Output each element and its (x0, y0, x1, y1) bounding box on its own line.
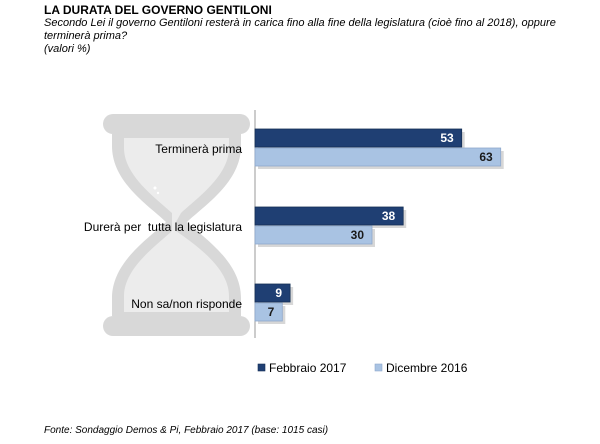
data-label: 9 (275, 286, 282, 300)
bar-dicembre-2016 (254, 225, 373, 245)
legend-label: Febbraio 2017 (269, 361, 347, 375)
bar-dicembre-2016 (254, 302, 283, 322)
units-note: (valori %) (44, 43, 91, 55)
bar-dicembre-2016 (254, 147, 502, 167)
bar-febbraio-2017 (254, 206, 404, 226)
legend-swatch (257, 363, 266, 372)
bar-febbraio-2017 (254, 283, 291, 303)
data-label: 38 (382, 209, 396, 223)
chart-subtitle: Secondo Lei il governo Gentiloni resterà… (44, 17, 556, 42)
category-label: Non sa/non risponde (131, 297, 242, 311)
data-label: 63 (479, 150, 493, 164)
legend-swatch (374, 363, 383, 372)
chart-title: LA DURATA DEL GOVERNO GENTILONI (44, 3, 272, 17)
category-label: Durerà per tutta la legislatura (84, 220, 242, 234)
legend-label: Dicembre 2016 (386, 361, 468, 375)
source-note: Fonte: Sondaggio Demos & Pi, Febbraio 20… (44, 425, 329, 436)
category-label: Terminerà prima (155, 142, 242, 156)
data-label: 53 (440, 131, 454, 145)
data-label: 7 (268, 305, 275, 319)
hourglass-icon (103, 114, 250, 336)
data-label: 30 (351, 228, 365, 242)
bar-febbraio-2017 (254, 128, 463, 148)
